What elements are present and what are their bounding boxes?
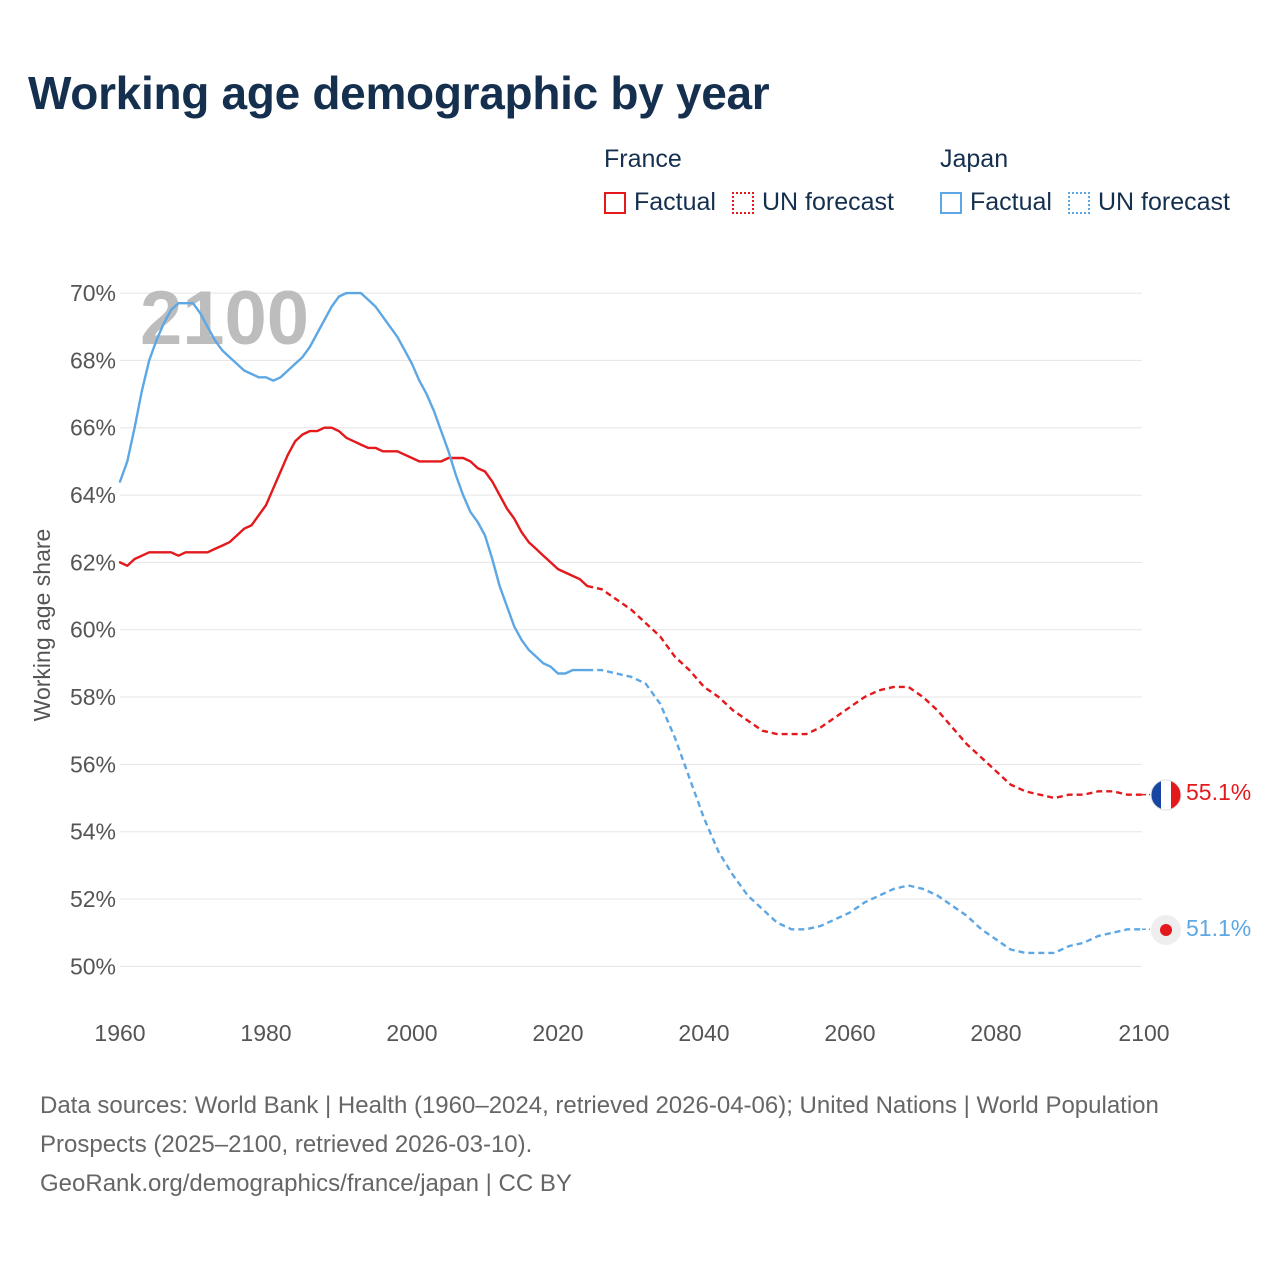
footer: Data sources: World Bank | Health (1960–… xyxy=(40,1086,1160,1203)
x-tick-label: 2080 xyxy=(970,1020,1021,1046)
x-tick-label: 2000 xyxy=(386,1020,437,1046)
y-tick-label: 60% xyxy=(70,617,116,643)
legend-swatch-solid xyxy=(604,191,626,214)
y-tick-label: 54% xyxy=(70,819,116,845)
japan-forecast-line[interactable] xyxy=(587,668,1142,955)
legend-swatch-dotted xyxy=(1067,191,1090,214)
legend-item-france-forecast[interactable]: UN forecast xyxy=(731,188,894,217)
france-forecast-line[interactable] xyxy=(586,584,1142,800)
credit-text: GeoRank.org/demographics/france/japan | … xyxy=(40,1170,572,1197)
japan-flag-icon[interactable] xyxy=(1151,915,1181,945)
y-tick-label: 64% xyxy=(70,482,116,508)
japan-end-value-label: 51.1% xyxy=(1186,915,1251,941)
y-tick-label: 70% xyxy=(70,280,116,306)
x-tick-label: 2040 xyxy=(678,1020,729,1046)
end-markers: 55.1% 51.1% xyxy=(1150,779,1251,945)
legend-item-label: UN forecast xyxy=(1097,188,1230,216)
france-factual-line[interactable] xyxy=(118,426,589,588)
legend-item-label: Factual xyxy=(970,188,1052,216)
y-axis-ticks: 50% 52% 54% 56% 58% 60% 62% 64% 66% 68% 70% xyxy=(70,280,116,979)
japan-factual-line[interactable] xyxy=(118,291,589,675)
legend-group-japan: Japan Factual UN forecast xyxy=(940,145,1230,217)
legend-swatch-dotted xyxy=(731,191,754,214)
legend-item-france-factual[interactable]: Factual xyxy=(604,188,716,217)
y-tick-label: 50% xyxy=(70,953,116,979)
legend-swatch-solid xyxy=(940,191,962,214)
y-tick-label: 52% xyxy=(70,886,116,912)
france-end-value-label: 55.1% xyxy=(1186,779,1251,805)
y-axis-title: Working age share xyxy=(29,529,55,722)
y-tick-label: 58% xyxy=(70,684,116,710)
year-watermark: 2100 xyxy=(140,276,309,361)
legend-item-label: UN forecast xyxy=(761,188,894,216)
y-tick-label: 66% xyxy=(70,415,116,441)
gridlines xyxy=(120,292,1142,967)
legend-group-title: Japan xyxy=(940,145,1009,173)
x-axis-ticks: 1960 1980 2000 2020 2040 2060 2080 2100 xyxy=(94,1020,1169,1046)
legend-group-title: France xyxy=(604,145,682,173)
y-tick-label: 68% xyxy=(70,347,116,373)
x-tick-label: 2100 xyxy=(1118,1020,1169,1046)
chart-title: Working age demographic by year xyxy=(28,67,770,119)
x-tick-label: 1960 xyxy=(94,1020,145,1046)
x-tick-label: 2060 xyxy=(824,1020,875,1046)
legend-item-japan-forecast[interactable]: UN forecast xyxy=(1067,188,1230,217)
line-chart: 50%52%54%56%58%60%62%64%66%68%70% 1960 19… xyxy=(29,276,1251,1046)
data-sources-text: Data sources: World Bank | Health (1960–… xyxy=(40,1092,1159,1158)
x-tick-label: 2020 xyxy=(532,1020,583,1046)
x-tick-label: 1980 xyxy=(240,1020,291,1046)
legend-item-label: Factual xyxy=(634,188,716,216)
legend-item-japan-factual[interactable]: Factual xyxy=(940,188,1052,217)
y-tick-label: 62% xyxy=(70,549,116,575)
y-tick-label: 56% xyxy=(70,751,116,777)
france-flag-icon[interactable] xyxy=(1150,779,1182,811)
series-lines xyxy=(118,291,1150,955)
legend-group-france: France Factual UN forecast xyxy=(604,145,894,217)
